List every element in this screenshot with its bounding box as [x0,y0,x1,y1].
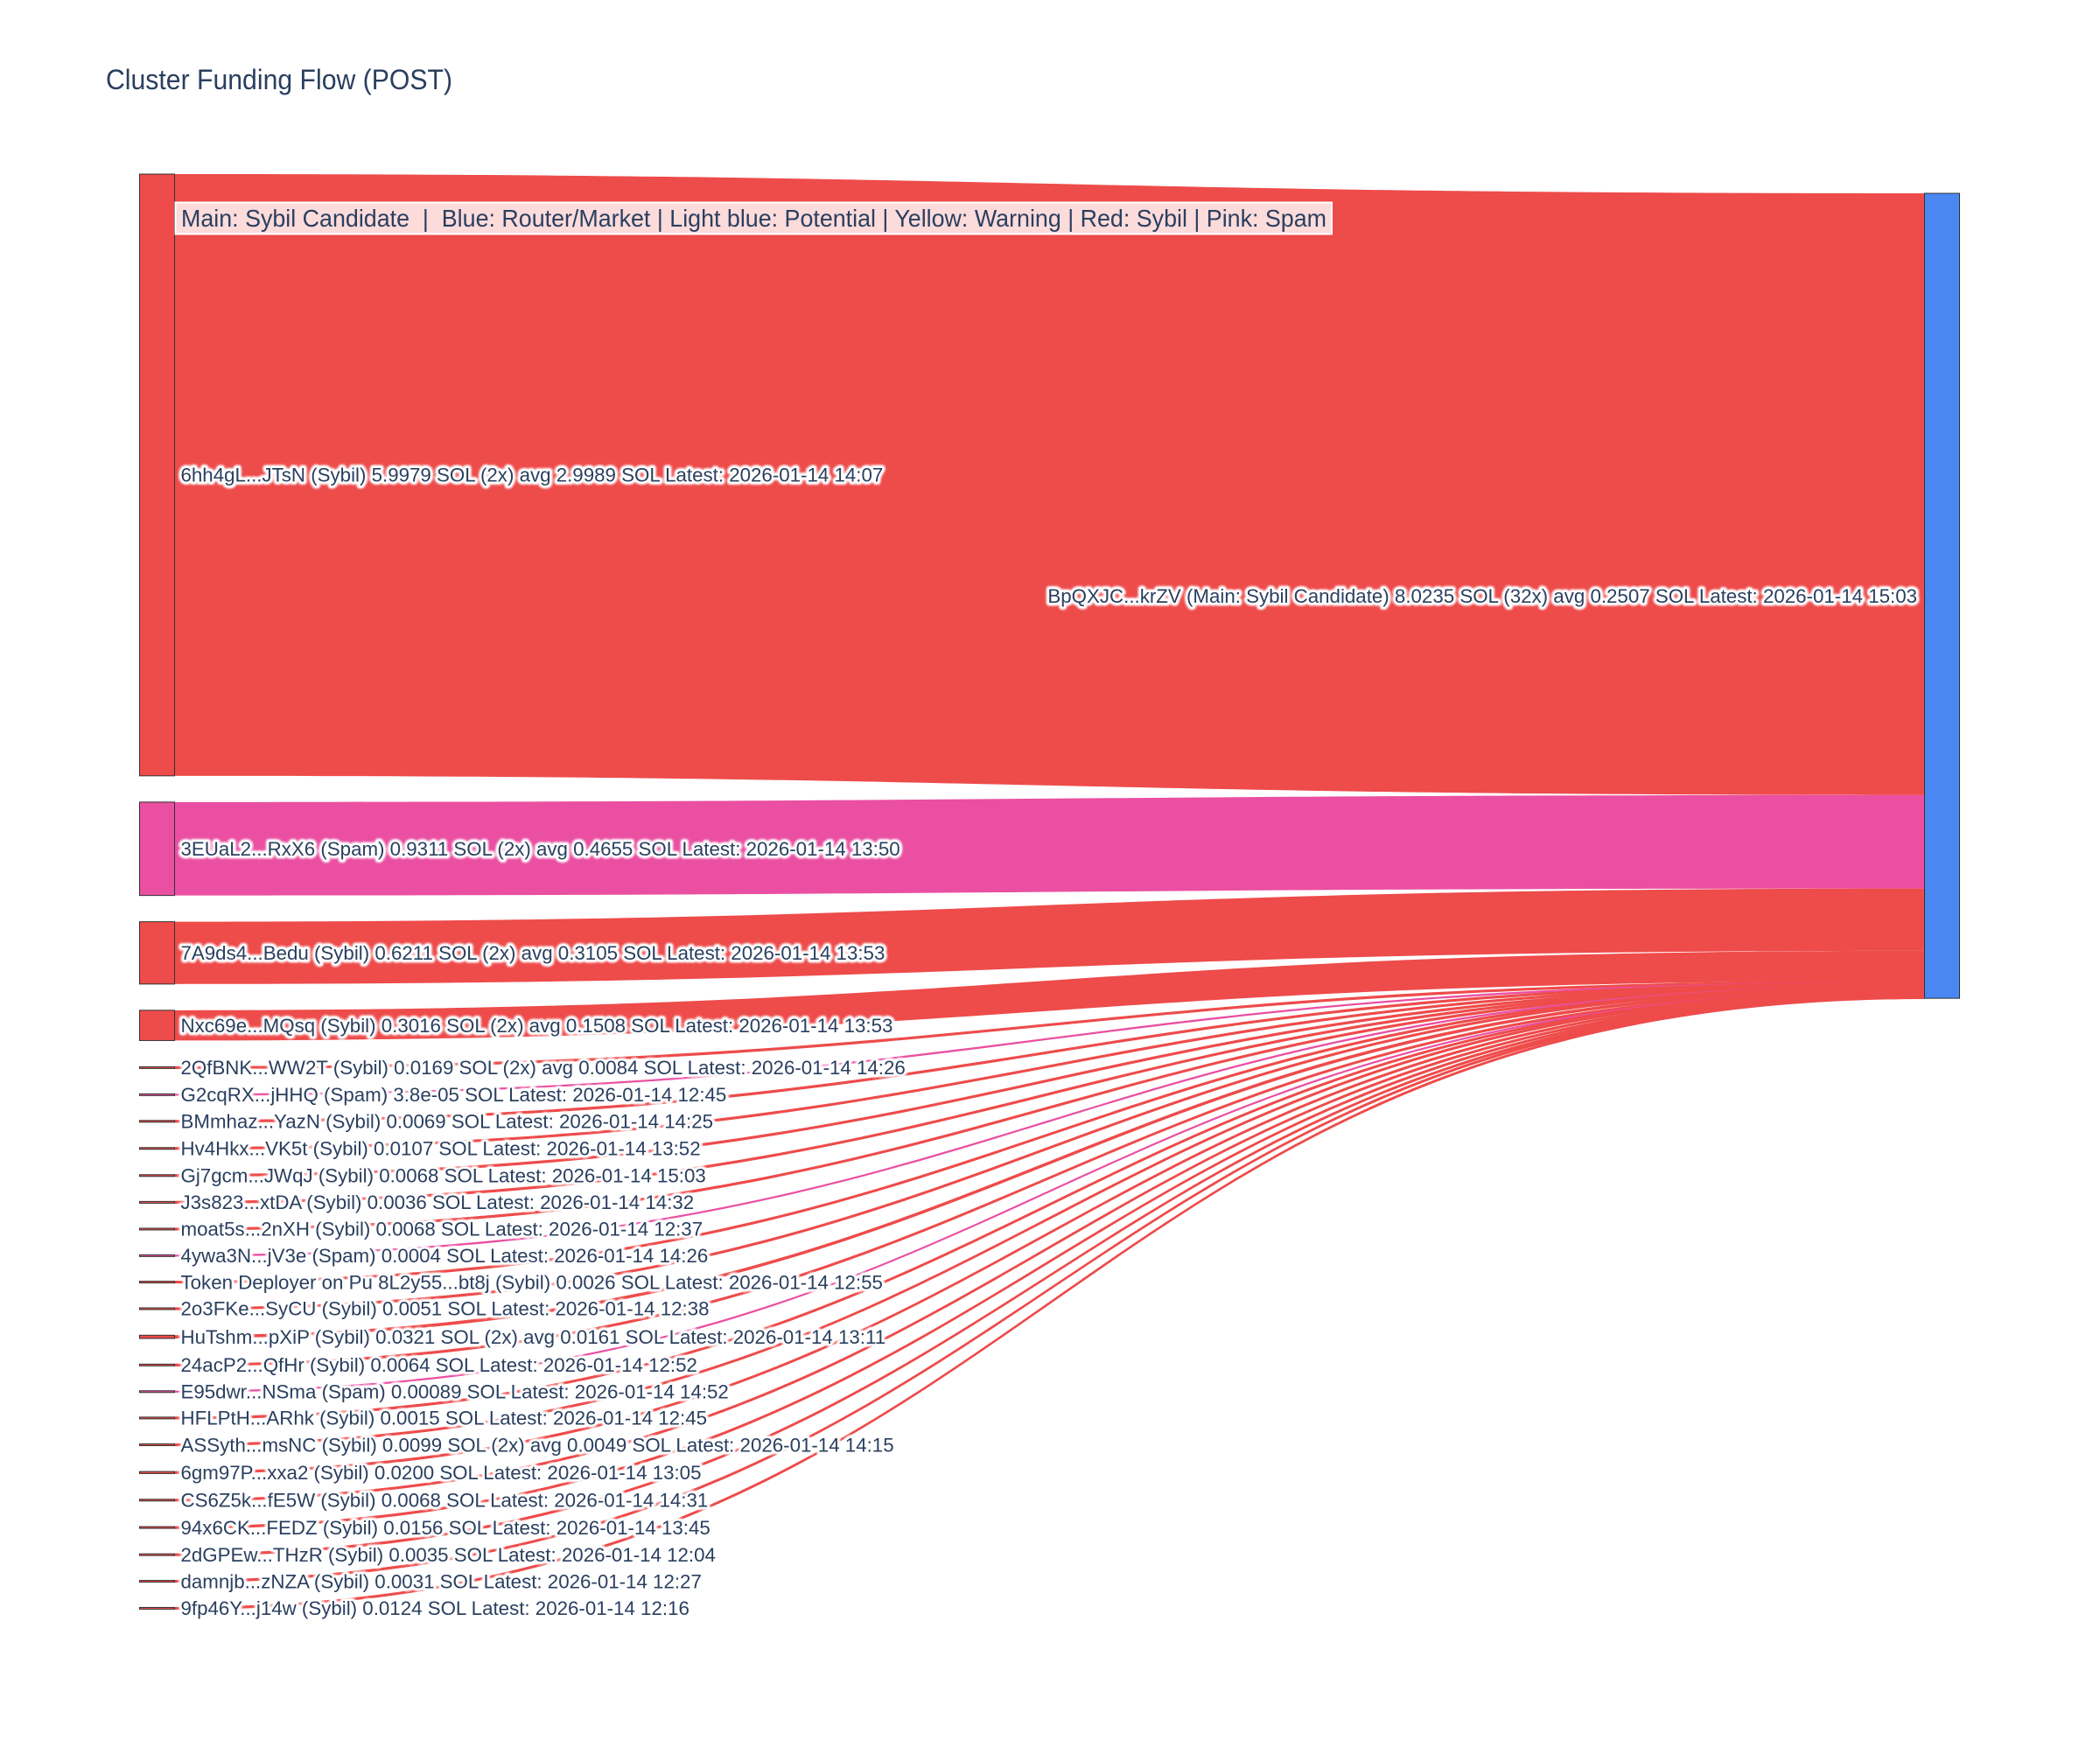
svg-text:7A9ds4...Bedu (Sybil) 0.6211 S: 7A9ds4...Bedu (Sybil) 0.6211 SOL (2x) av… [181,942,886,964]
svg-text:2o3FKe...SyCU (Sybil) 0.0051 S: 2o3FKe...SyCU (Sybil) 0.0051 SOL Latest:… [181,1298,710,1320]
svg-text:damnjb...zNZA (Sybil) 0.0031 S: damnjb...zNZA (Sybil) 0.0031 SOL Latest:… [181,1570,702,1592]
svg-text:damnjb...zNZA (Sybil) 0.0031 S: damnjb...zNZA (Sybil) 0.0031 SOL Latest:… [181,1570,702,1592]
svg-text:94x6CK...FEDZ (Sybil) 0.0156 S: 94x6CK...FEDZ (Sybil) 0.0156 SOL Latest:… [181,1517,710,1539]
svg-text:Gj7gcm...JWqJ (Sybil) 0.0068 S: Gj7gcm...JWqJ (Sybil) 0.0068 SOL Latest:… [181,1164,706,1186]
svg-text:9fp46Y...j14w (Sybil) 0.0124 S: 9fp46Y...j14w (Sybil) 0.0124 SOL Latest:… [181,1597,690,1619]
svg-text:J3s823...xtDA (Sybil) 0.0036 S: J3s823...xtDA (Sybil) 0.0036 SOL Latest:… [181,1191,695,1213]
svg-text:Nxc69e...MQsq (Sybil) 0.3016 S: Nxc69e...MQsq (Sybil) 0.3016 SOL (2x) av… [181,1015,893,1037]
svg-text:2QfBNK...WW2T (Sybil) 0.0169 S: 2QfBNK...WW2T (Sybil) 0.0169 SOL (2x) av… [181,1057,906,1079]
svg-text:E95dwr...NSma (Spam) 0.00089 S: E95dwr...NSma (Spam) 0.00089 SOL Latest:… [181,1380,729,1402]
svg-text:2dGPEw...THzR (Sybil) 0.0035 S: 2dGPEw...THzR (Sybil) 0.0035 SOL Latest:… [181,1544,716,1566]
svg-text:4ywa3N...jV3e (Spam) 0.0004 SO: 4ywa3N...jV3e (Spam) 0.0004 SOL Latest: … [181,1245,709,1267]
svg-text:CS6Z5k...fE5W (Sybil) 0.0068 S: CS6Z5k...fE5W (Sybil) 0.0068 SOL Latest:… [181,1490,709,1512]
svg-text:2dGPEw...THzR (Sybil) 0.0035 S: 2dGPEw...THzR (Sybil) 0.0035 SOL Latest:… [181,1544,716,1566]
svg-text:2o3FKe...SyCU (Sybil) 0.0051 S: 2o3FKe...SyCU (Sybil) 0.0051 SOL Latest:… [181,1298,710,1320]
svg-text:J3s823...xtDA (Sybil) 0.0036 S: J3s823...xtDA (Sybil) 0.0036 SOL Latest:… [181,1191,695,1213]
svg-text:Gj7gcm...JWqJ (Sybil) 0.0068 S: Gj7gcm...JWqJ (Sybil) 0.0068 SOL Latest:… [181,1164,706,1186]
svg-text:94x6CK...FEDZ (Sybil) 0.0156 S: 94x6CK...FEDZ (Sybil) 0.0156 SOL Latest:… [181,1517,710,1539]
svg-text:HuTshm...pXiP (Sybil) 0.0321 S: HuTshm...pXiP (Sybil) 0.0321 SOL (2x) av… [181,1326,886,1348]
svg-text:moat5s...2nXH (Sybil) 0.0068 S: moat5s...2nXH (Sybil) 0.0068 SOL Latest:… [181,1219,704,1240]
svg-text:3EUaL2...RxX6 (Spam) 0.9311 SO: 3EUaL2...RxX6 (Spam) 0.9311 SOL (2x) avg… [181,838,900,860]
svg-text:Nxc69e...MQsq (Sybil) 0.3016 S: Nxc69e...MQsq (Sybil) 0.3016 SOL (2x) av… [181,1015,893,1037]
svg-text:HuTshm...pXiP (Sybil) 0.0321 S: HuTshm...pXiP (Sybil) 0.0321 SOL (2x) av… [181,1326,886,1348]
svg-text:4ywa3N...jV3e (Spam) 0.0004 SO: 4ywa3N...jV3e (Spam) 0.0004 SOL Latest: … [181,1245,709,1267]
svg-text:6gm97P...xxa2 (Sybil) 0.0200 S: 6gm97P...xxa2 (Sybil) 0.0200 SOL Latest:… [181,1462,702,1484]
svg-text:G2cqRX...jHHQ (Spam) 3.8e-05 S: G2cqRX...jHHQ (Spam) 3.8e-05 SOL Latest:… [181,1084,727,1106]
svg-text:Hv4Hkx...VK5t (Sybil) 0.0107 S: Hv4Hkx...VK5t (Sybil) 0.0107 SOL Latest:… [181,1137,701,1159]
svg-text:6hh4gL...JTsN (Sybil) 5.9979 S: 6hh4gL...JTsN (Sybil) 5.9979 SOL (2x) av… [181,465,884,486]
svg-text:moat5s...2nXH (Sybil) 0.0068 S: moat5s...2nXH (Sybil) 0.0068 SOL Latest:… [181,1219,704,1240]
svg-text:3EUaL2...RxX6 (Spam) 0.9311 SO: 3EUaL2...RxX6 (Spam) 0.9311 SOL (2x) avg… [181,838,900,860]
svg-text:HFLPtH...ARhk (Sybil) 0.0015 S: HFLPtH...ARhk (Sybil) 0.0015 SOL Latest:… [181,1408,708,1429]
svg-text:ASSyth...msNC (Sybil) 0.0099 S: ASSyth...msNC (Sybil) 0.0099 SOL (2x) av… [181,1434,894,1456]
svg-text:BMmhaz...YazN (Sybil) 0.0069 S: BMmhaz...YazN (Sybil) 0.0069 SOL Latest:… [181,1110,714,1132]
svg-text:G2cqRX...jHHQ (Spam) 3.8e-05 S: G2cqRX...jHHQ (Spam) 3.8e-05 SOL Latest:… [181,1084,727,1106]
svg-text:24acP2...QfHr (Sybil) 0.0064 S: 24acP2...QfHr (Sybil) 0.0064 SOL Latest:… [181,1354,697,1376]
svg-text:6hh4gL...JTsN (Sybil) 5.9979 S: 6hh4gL...JTsN (Sybil) 5.9979 SOL (2x) av… [181,465,884,486]
svg-text:9fp46Y...j14w (Sybil) 0.0124 S: 9fp46Y...j14w (Sybil) 0.0124 SOL Latest:… [181,1597,690,1619]
svg-text:6gm97P...xxa2 (Sybil) 0.0200 S: 6gm97P...xxa2 (Sybil) 0.0200 SOL Latest:… [181,1462,702,1484]
svg-text:7A9ds4...Bedu (Sybil) 0.6211 S: 7A9ds4...Bedu (Sybil) 0.6211 SOL (2x) av… [181,942,886,964]
svg-text:HFLPtH...ARhk (Sybil) 0.0015 S: HFLPtH...ARhk (Sybil) 0.0015 SOL Latest:… [181,1408,708,1429]
svg-text:2QfBNK...WW2T (Sybil) 0.0169 S: 2QfBNK...WW2T (Sybil) 0.0169 SOL (2x) av… [181,1057,906,1079]
svg-text:Cluster Funding Flow (POST): Cluster Funding Flow (POST) [106,64,452,95]
svg-text:24acP2...QfHr (Sybil) 0.0064 S: 24acP2...QfHr (Sybil) 0.0064 SOL Latest:… [181,1354,697,1376]
svg-text:CS6Z5k...fE5W (Sybil) 0.0068 S: CS6Z5k...fE5W (Sybil) 0.0068 SOL Latest:… [181,1490,709,1512]
svg-text:ASSyth...msNC (Sybil) 0.0099 S: ASSyth...msNC (Sybil) 0.0099 SOL (2x) av… [181,1434,894,1456]
svg-text:E95dwr...NSma (Spam) 0.00089 S: E95dwr...NSma (Spam) 0.00089 SOL Latest:… [181,1380,729,1402]
svg-text:BMmhaz...YazN (Sybil) 0.0069 S: BMmhaz...YazN (Sybil) 0.0069 SOL Latest:… [181,1110,714,1132]
svg-text:BpQXJC...krZV (Main: Sybil Can: BpQXJC...krZV (Main: Sybil Candidate) 8.… [1047,585,1917,607]
svg-text:Hv4Hkx...VK5t (Sybil) 0.0107 S: Hv4Hkx...VK5t (Sybil) 0.0107 SOL Latest:… [181,1137,701,1159]
svg-text:BpQXJC...krZV (Main: Sybil Can: BpQXJC...krZV (Main: Sybil Candidate) 8.… [1047,585,1917,607]
svg-text:Token Deployer on Pu 8L2y55...: Token Deployer on Pu 8L2y55...bt8j (Sybi… [181,1271,883,1293]
svg-text:Token Deployer on Pu 8L2y55...: Token Deployer on Pu 8L2y55...bt8j (Sybi… [181,1271,883,1293]
svg-text:Main: Sybil Candidate | Blue: Main: Sybil Candidate | Blue: Router/Mar… [181,205,1326,232]
